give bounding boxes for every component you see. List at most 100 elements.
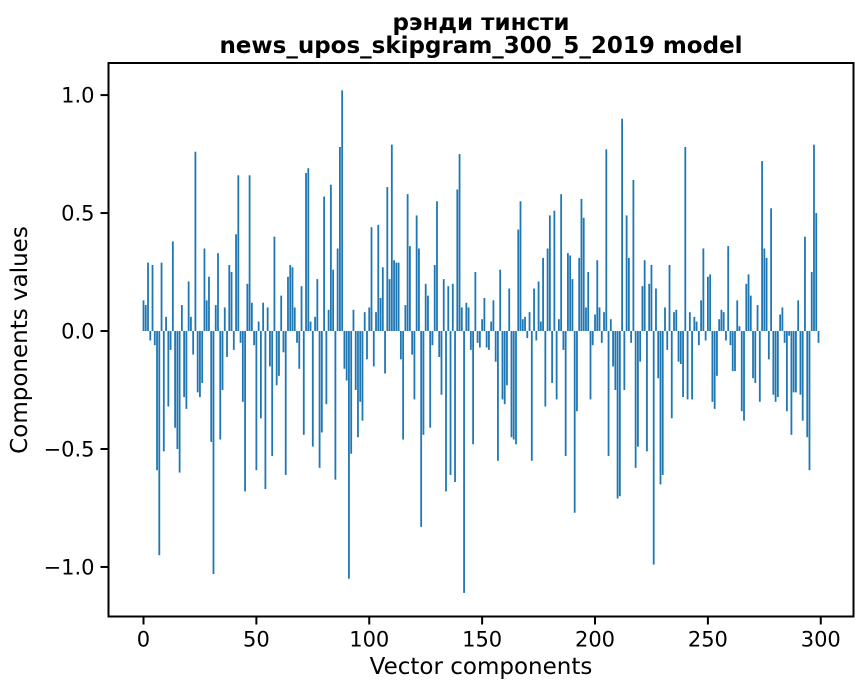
bar xyxy=(492,300,495,332)
x-tick-label: 250 xyxy=(688,628,728,652)
bar xyxy=(262,302,265,332)
bar xyxy=(259,331,262,419)
bar xyxy=(314,316,316,332)
bar xyxy=(257,321,260,332)
bar xyxy=(472,331,474,445)
bar xyxy=(526,331,529,339)
bar xyxy=(664,307,666,332)
bar xyxy=(144,305,147,332)
x-tick-label: 300 xyxy=(801,628,841,652)
bar xyxy=(666,331,669,350)
bar xyxy=(467,307,470,332)
bar xyxy=(460,307,463,332)
bar xyxy=(287,276,289,332)
bar xyxy=(208,276,210,332)
bar xyxy=(607,331,610,457)
bar xyxy=(765,257,768,332)
y-axis-ticks: 1.0 0.5 0.0 −0.5 −1.0 xyxy=(44,84,109,579)
bar xyxy=(169,331,172,350)
bar xyxy=(548,215,551,332)
bar xyxy=(271,331,274,457)
bar xyxy=(813,144,815,332)
bar xyxy=(339,146,341,332)
bar xyxy=(210,331,213,442)
bar xyxy=(519,201,522,332)
bar xyxy=(436,201,438,332)
bar xyxy=(235,234,237,332)
bar xyxy=(709,274,712,332)
x-tick-label: 150 xyxy=(462,628,502,652)
bar xyxy=(499,269,502,332)
bar xyxy=(142,300,145,332)
bar xyxy=(630,331,633,343)
bar xyxy=(320,331,323,433)
bar xyxy=(655,288,657,332)
bar xyxy=(388,279,391,332)
bar xyxy=(761,161,763,332)
bar xyxy=(555,331,558,400)
bar xyxy=(573,331,576,513)
bar xyxy=(767,331,770,360)
bar xyxy=(580,198,583,332)
plot-border xyxy=(107,62,855,618)
bars-group xyxy=(142,90,820,593)
bar xyxy=(413,331,416,400)
x-axis-label: Vector components xyxy=(370,654,593,680)
bar xyxy=(273,236,276,332)
bar xyxy=(686,331,689,400)
bar xyxy=(201,331,204,383)
bar xyxy=(801,331,804,421)
bar xyxy=(614,331,617,390)
bar xyxy=(749,295,752,332)
bar xyxy=(817,331,820,343)
bar xyxy=(149,331,152,341)
bar xyxy=(646,331,648,452)
bar xyxy=(528,312,531,332)
bar xyxy=(594,314,596,332)
bar xyxy=(639,331,642,362)
bar xyxy=(684,146,687,332)
bar xyxy=(372,331,375,367)
bar xyxy=(506,331,508,386)
bar xyxy=(399,331,402,360)
bar xyxy=(217,253,219,332)
bar xyxy=(183,331,186,398)
bar xyxy=(323,196,325,332)
bar xyxy=(740,331,743,412)
bar xyxy=(621,118,623,332)
bar xyxy=(551,331,554,383)
y-tick-label: −1.0 xyxy=(44,555,95,579)
bar xyxy=(673,312,675,332)
bar xyxy=(729,331,732,346)
bar xyxy=(747,274,750,332)
bar xyxy=(598,307,601,332)
bar xyxy=(616,331,619,499)
bar xyxy=(781,307,784,332)
bar xyxy=(350,331,353,454)
bar xyxy=(212,331,215,575)
bar xyxy=(275,331,278,386)
bar xyxy=(806,331,809,438)
bar xyxy=(196,331,199,393)
bar xyxy=(329,184,332,332)
bar xyxy=(727,246,730,332)
bar xyxy=(248,175,251,332)
bar xyxy=(790,331,793,435)
bar xyxy=(736,300,739,332)
bar xyxy=(557,319,560,332)
bar xyxy=(442,279,445,332)
bar xyxy=(786,331,788,412)
bar xyxy=(284,331,287,475)
bar xyxy=(485,331,488,348)
bar xyxy=(501,331,504,400)
bar xyxy=(770,208,772,332)
bar xyxy=(713,331,716,409)
bar xyxy=(517,229,520,332)
bar xyxy=(483,297,486,332)
bar xyxy=(605,149,608,332)
bar xyxy=(632,180,635,332)
bar xyxy=(187,281,190,332)
bar xyxy=(205,300,208,332)
bar xyxy=(524,316,526,332)
bar xyxy=(474,272,477,332)
